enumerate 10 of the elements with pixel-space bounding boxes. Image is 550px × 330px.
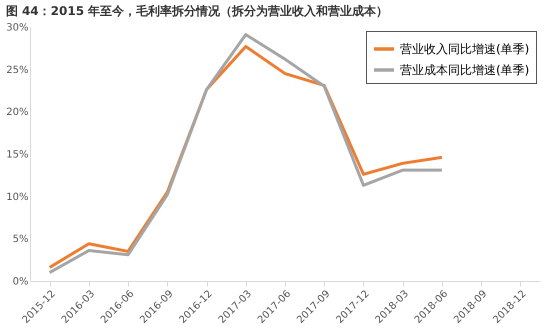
y-tick-label: 15% [6,150,28,160]
y-tick-label: 0% [12,276,28,288]
y-tick-label: 30% [6,22,28,34]
y-tick-label: 20% [6,107,28,118]
y-tick-label: 5% [12,234,28,246]
legend-label: 营业成本同比增速(单季) [400,63,530,77]
chart-title: 图 44：2015 年至今，毛利率拆分情况（拆分为营业收入和营业成本） [6,4,388,18]
y-tick-label: 10% [6,192,28,203]
y-tick-label: 25% [6,64,28,76]
legend-label: 营业收入同比增速(单季) [400,42,530,56]
